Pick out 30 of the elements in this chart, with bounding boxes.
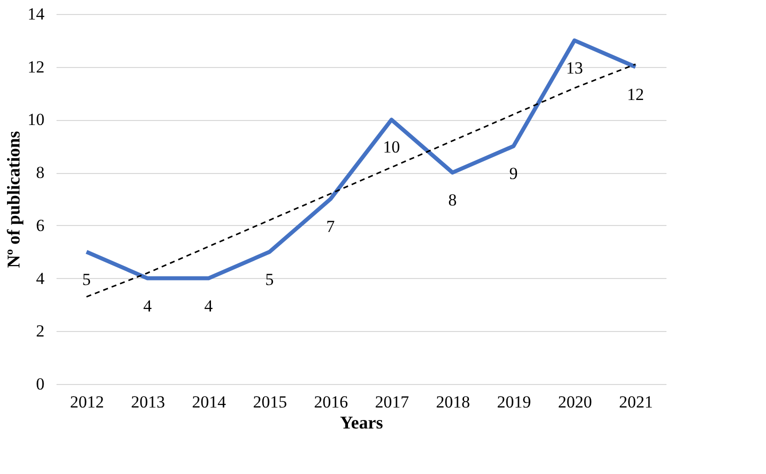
- y-tick-label: 4: [36, 268, 45, 288]
- data-label: 13: [566, 58, 583, 78]
- x-tick-label: 2017: [375, 392, 410, 412]
- y-tick-label: 0: [36, 374, 44, 394]
- y-tick-label: 10: [28, 110, 44, 130]
- x-tick-label: 2021: [619, 392, 653, 412]
- data-label: 4: [143, 296, 152, 316]
- y-tick-label: 6: [36, 216, 44, 235]
- data-label: 9: [509, 164, 518, 184]
- y-tick-label: 2: [36, 322, 44, 341]
- data-label: 12: [627, 84, 644, 104]
- data-label: 8: [448, 190, 457, 210]
- x-axis-title: Years: [340, 412, 383, 432]
- data-label: 4: [204, 296, 214, 316]
- y-tick-label: 8: [36, 163, 44, 182]
- data-label: 10: [383, 138, 400, 157]
- x-tick-label: 2015: [253, 392, 287, 412]
- x-tick-label: 2020: [558, 392, 592, 412]
- y-tick-label: 14: [28, 4, 45, 24]
- data-label: 5: [265, 270, 274, 289]
- y-axis-title: Nº of publications: [4, 131, 24, 268]
- data-label: 5: [82, 270, 91, 289]
- y-tick-label: 12: [28, 57, 44, 76]
- x-tick-label: 2018: [436, 392, 470, 412]
- x-tick-label: 2019: [497, 392, 531, 412]
- x-tick-label: 2014: [192, 392, 226, 412]
- x-tick-label: 2013: [131, 392, 165, 412]
- data-label: 7: [326, 217, 336, 236]
- x-tick-label: 2012: [70, 392, 104, 412]
- x-tick-label: 2016: [314, 392, 348, 412]
